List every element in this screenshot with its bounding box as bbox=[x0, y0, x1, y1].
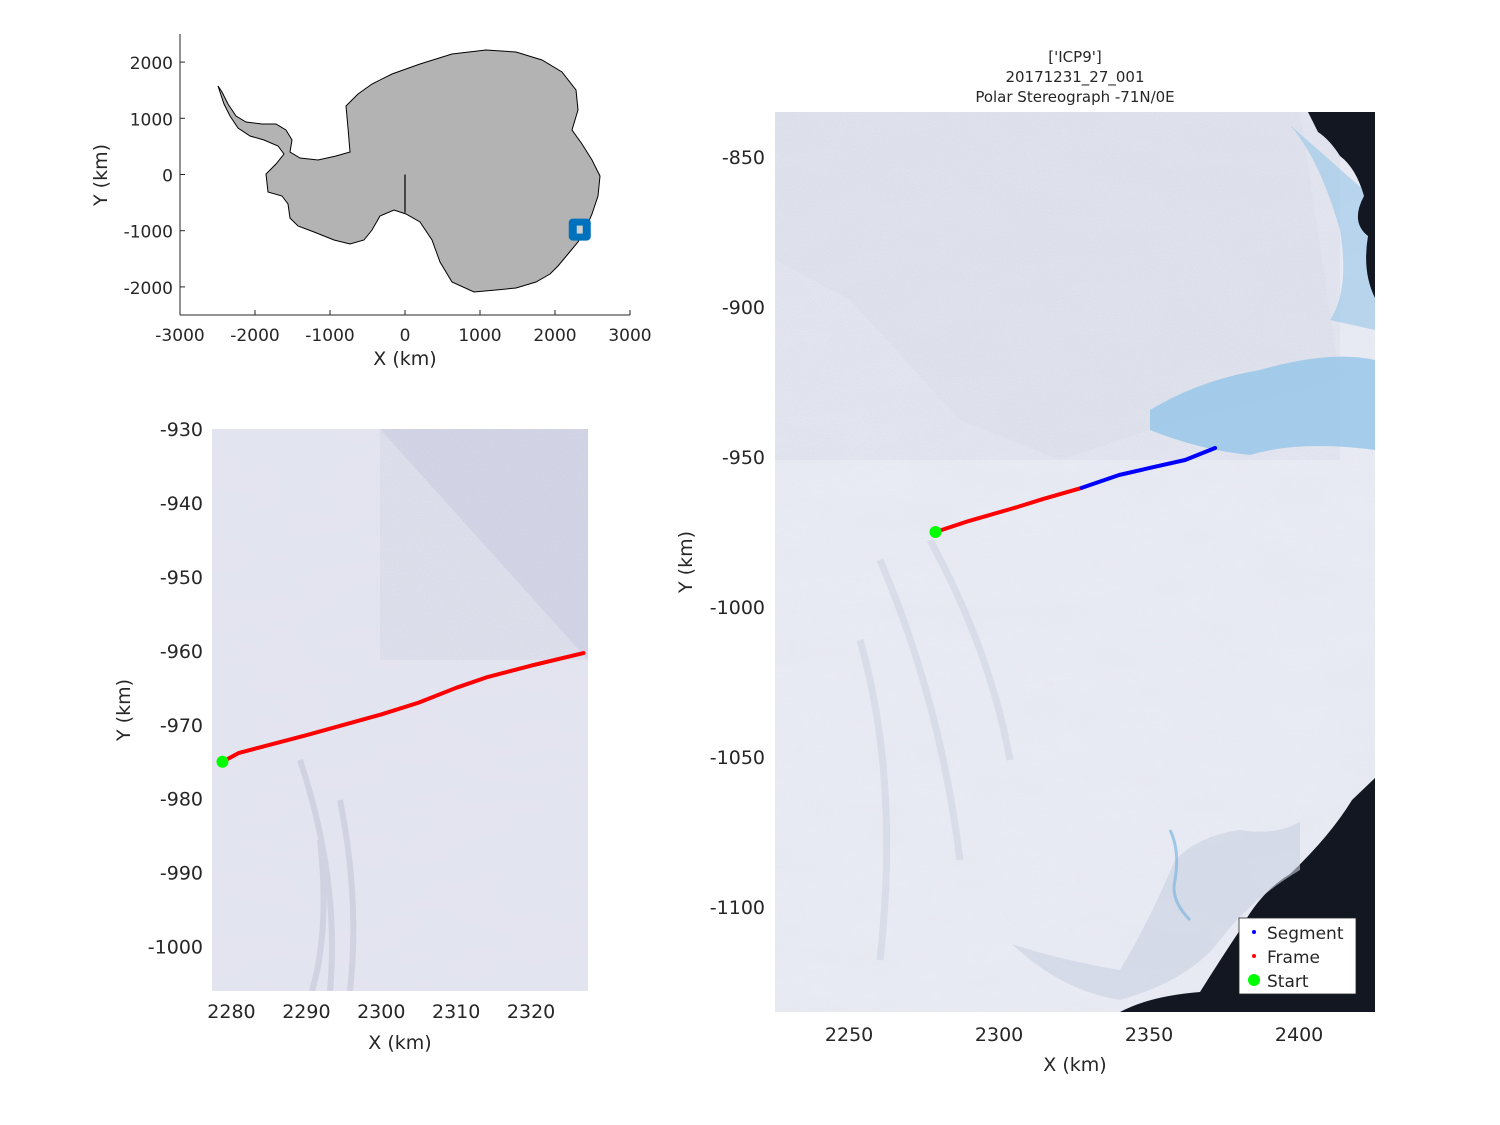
zoom-x-tick-label: 2280 bbox=[207, 1001, 255, 1023]
overview-y-tick-label: -2000 bbox=[124, 279, 173, 299]
legend-segment-label: Segment bbox=[1267, 924, 1344, 944]
zoom-y-tick-label: -930 bbox=[160, 419, 203, 441]
overview-x-tick-label: -2000 bbox=[230, 326, 279, 346]
zoom-x-tick-label: 2290 bbox=[282, 1001, 330, 1023]
main-x-tick-label: 2300 bbox=[975, 1024, 1023, 1046]
zoom-x-ticks: 2280 2290 2300 2310 2320 bbox=[207, 1001, 555, 1023]
overview-axes: -3000 -2000 -1000 0 1000 2000 3000 -2000 -1000 0… bbox=[90, 34, 652, 370]
overview-y-tick-label: 2000 bbox=[130, 54, 173, 74]
overview-y-ticks: -2000 -1000 0 1000 2000 bbox=[124, 54, 185, 299]
overview-ylabel: Y (km) bbox=[90, 144, 112, 207]
main-y-ticks: -850 -900 -950 -1000 -1050 -1100 bbox=[710, 147, 765, 919]
main-x-tick-label: 2350 bbox=[1125, 1024, 1173, 1046]
zoom-y-tick-label: -970 bbox=[160, 715, 203, 737]
overview-x-tick-label: 0 bbox=[400, 326, 411, 346]
main-ylabel: Y (km) bbox=[675, 531, 697, 594]
legend-segment-marker bbox=[1252, 930, 1256, 934]
zoom-xlabel: X (km) bbox=[368, 1032, 431, 1054]
main-ocean-northeast bbox=[1308, 112, 1375, 298]
main-segment-track bbox=[1079, 446, 1218, 490]
zoom-axes: 2280 2290 2300 2310 2320 -930 -940 -950 -960 -97… bbox=[113, 419, 555, 1054]
main-x-tick-label: 2250 bbox=[825, 1024, 873, 1046]
overview-x-tick-label: 3000 bbox=[608, 326, 651, 346]
overview-y-tick-label: 1000 bbox=[130, 110, 173, 130]
zoom-start-marker bbox=[216, 755, 229, 768]
zoom-x-tick-label: 2300 bbox=[357, 1001, 405, 1023]
overview-x-tick-label: 1000 bbox=[458, 326, 501, 346]
overview-x-tick-label: -3000 bbox=[155, 326, 204, 346]
main-x-tick-label: 2400 bbox=[1275, 1024, 1323, 1046]
main-y-tick-label: -1000 bbox=[710, 597, 765, 619]
overview-map: -3000 -2000 -1000 0 1000 2000 3000 -2000 -1000 0… bbox=[90, 34, 652, 370]
main-y-tick-label: -950 bbox=[722, 447, 765, 469]
main-y-tick-label: -1100 bbox=[710, 897, 765, 919]
zoom-y-tick-label: -950 bbox=[160, 567, 203, 589]
main-title-line-2: 20171231_27_001 bbox=[1005, 68, 1144, 87]
main-y-tick-label: -1050 bbox=[710, 747, 765, 769]
antarctica-outline bbox=[217, 49, 601, 293]
overview-y-tick-label: -1000 bbox=[124, 223, 173, 243]
zoom-ylabel: Y (km) bbox=[113, 679, 135, 742]
main-y-tick-label: -850 bbox=[722, 147, 765, 169]
zoom-frame-track bbox=[220, 651, 586, 764]
zoom-y-ticks: -930 -940 -950 -960 -970 -980 -990 -1000 bbox=[148, 419, 203, 959]
zoom-x-tick-label: 2320 bbox=[507, 1001, 555, 1023]
main-axes: ['ICP9'] 20171231_27_001 Polar Stereogra… bbox=[675, 48, 1323, 1076]
zoom-y-tick-label: -990 bbox=[160, 863, 203, 885]
zoom-y-tick-label: -980 bbox=[160, 789, 203, 811]
main-xlabel: X (km) bbox=[1043, 1054, 1106, 1076]
legend-start-label: Start bbox=[1267, 972, 1309, 992]
main-x-ticks: 2250 2300 2350 2400 bbox=[825, 1024, 1323, 1046]
main-legend: Segment Frame Start bbox=[1238, 917, 1357, 995]
legend-frame-marker bbox=[1252, 954, 1256, 958]
zoom-y-tick-label: -1000 bbox=[148, 937, 203, 959]
overview-y-tick-label: 0 bbox=[162, 167, 173, 187]
overview-x-ticks: -3000 -2000 -1000 0 1000 2000 3000 bbox=[155, 310, 652, 346]
main-melt-region bbox=[1150, 356, 1375, 455]
main-title-line-3: Polar Stereograph -71N/0E bbox=[975, 88, 1174, 106]
main-title-line-1: ['ICP9'] bbox=[1048, 48, 1101, 66]
zoom-x-tick-label: 2310 bbox=[432, 1001, 480, 1023]
overview-xlabel: X (km) bbox=[373, 348, 436, 370]
main-frame-track bbox=[933, 485, 1084, 534]
main-start-marker bbox=[929, 526, 942, 538]
overview-x-tick-label: 2000 bbox=[533, 326, 576, 346]
main-map: ['ICP9'] 20171231_27_001 Polar Stereogra… bbox=[675, 48, 1375, 1076]
zoom-y-tick-label: -940 bbox=[160, 493, 203, 515]
locator-box-center bbox=[576, 225, 583, 234]
zoom-map: 2280 2290 2300 2310 2320 -930 -940 -950 -960 -97… bbox=[113, 419, 588, 1054]
overview-x-tick-label: -1000 bbox=[305, 326, 354, 346]
zoom-y-tick-label: -960 bbox=[160, 641, 203, 663]
legend-frame-label: Frame bbox=[1267, 948, 1320, 968]
main-y-tick-label: -900 bbox=[722, 297, 765, 319]
legend-start-marker bbox=[1248, 974, 1260, 986]
